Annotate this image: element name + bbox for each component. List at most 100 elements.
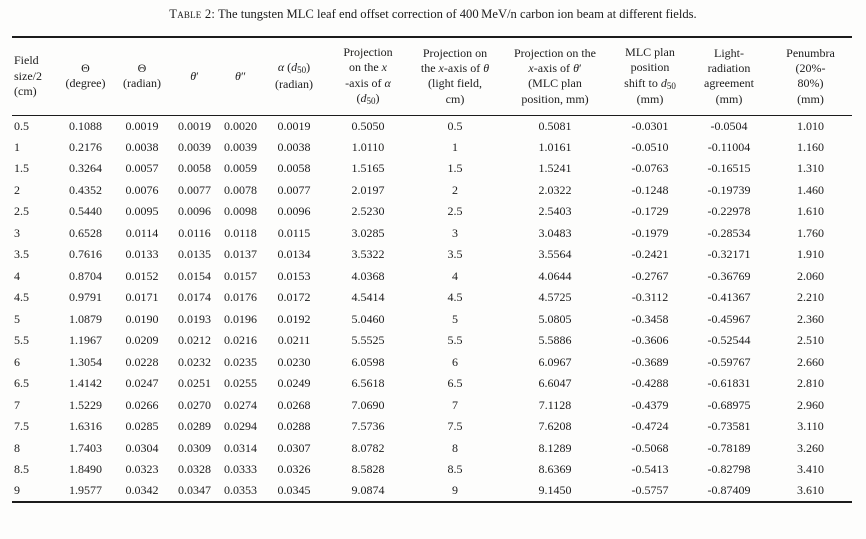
cell-value: 0.0190 <box>125 311 159 326</box>
cell-value: 9.0874 <box>351 483 385 498</box>
cell-value: 8.5 <box>447 462 463 477</box>
cell-value: 8.1289 <box>538 440 572 455</box>
cell-value: -0.41367 <box>707 290 751 305</box>
cell-field-size: 2 <box>14 182 20 197</box>
cell-value: 4.0368 <box>351 268 385 283</box>
cell-value: 4.5414 <box>351 290 385 305</box>
cell-value: 3.0285 <box>351 225 385 240</box>
cell-value: 1.9577 <box>69 483 102 498</box>
cell-value: 2.5403 <box>538 204 572 219</box>
cell-value: -0.1979 <box>631 225 669 240</box>
cell-value: 0.0077 <box>178 182 211 197</box>
cell-value: 0.0098 <box>224 204 257 219</box>
cell-value: 0.0058 <box>178 161 211 176</box>
cell-value: 3.110 <box>797 419 824 434</box>
cell-value: 6.0598 <box>351 354 385 369</box>
cell-value: 2.660 <box>797 354 824 369</box>
cell-value: 1.0161 <box>538 139 572 154</box>
cell-value: -0.19739 <box>707 182 751 197</box>
table-caption: Table 2: The tungsten MLC leaf end offse… <box>0 7 866 22</box>
cell-value: 3.5322 <box>351 247 385 262</box>
cell-value: -0.78189 <box>707 440 751 455</box>
table-row: 4 0.8704 0.0152 0.0154 0.0157 0.0153 4.0368 4 4.… <box>12 266 852 288</box>
cell-value: -0.4724 <box>631 419 669 434</box>
cell-value: -0.3112 <box>631 290 669 305</box>
cell-value: 0.0019 <box>125 118 159 133</box>
cell-value: 1.010 <box>797 118 824 133</box>
cell-value: 0.5 <box>447 118 463 133</box>
cell-value: 0.0342 <box>125 483 159 498</box>
cell-value: 0.0328 <box>178 462 211 477</box>
cell-value: -0.0763 <box>631 161 669 176</box>
cell-value: -0.5413 <box>631 462 669 477</box>
cell-value: 0.0347 <box>178 483 211 498</box>
cell-field-size: 1.5 <box>14 161 29 176</box>
table-row: 6.5 1.4142 0.0247 0.0251 0.0255 0.0249 6.5618 6… <box>12 373 852 395</box>
header-projection-alpha: Projection on the x -axis of α (d50) <box>343 44 393 107</box>
cell-value: -0.5757 <box>631 483 669 498</box>
cell-value: 7.1128 <box>538 397 572 412</box>
cell-field-size: 1 <box>14 139 20 154</box>
cell-value: 1 <box>452 139 458 154</box>
cell-value: 5.0460 <box>351 311 385 326</box>
cell-value: 6.5 <box>447 376 463 391</box>
cell-value: 0.0077 <box>277 182 311 197</box>
cell-value: -0.87409 <box>707 483 751 498</box>
cell-value: -0.4288 <box>631 376 669 391</box>
cell-value: 0.0137 <box>224 247 257 262</box>
cell-value: 7.0690 <box>351 397 385 412</box>
cell-value: 0.6528 <box>69 225 102 240</box>
cell-value: 6.5618 <box>351 376 385 391</box>
cell-value: 1.0879 <box>69 311 102 326</box>
cell-value: 5 <box>452 311 458 326</box>
cell-value: 2.060 <box>797 268 824 283</box>
cell-value: 7.6208 <box>538 419 572 434</box>
cell-field-size: 5.5 <box>14 333 29 348</box>
cell-value: 0.7616 <box>69 247 102 262</box>
cell-value: -0.0510 <box>631 139 669 154</box>
cell-value: 0.0285 <box>125 419 159 434</box>
cell-value: 0.0288 <box>277 419 311 434</box>
cell-value: 0.5050 <box>351 118 385 133</box>
table-header-row: Field size/2 (cm) Θ (degree) Θ (radian) θ′ θ… <box>12 37 852 115</box>
cell-value: 0.0039 <box>224 139 257 154</box>
cell-value: 0.0314 <box>224 440 257 455</box>
cell-value: 5.5886 <box>538 333 572 348</box>
cell-value: 0.0096 <box>277 204 311 219</box>
header-mlc-plan-shift: MLC plan position shift to d50 (mm) <box>624 44 676 107</box>
cell-field-size: 4.5 <box>14 290 29 305</box>
cell-value: -0.3458 <box>631 311 669 326</box>
cell-value: 0.0192 <box>277 311 311 326</box>
cell-value: 0.0230 <box>277 354 311 369</box>
cell-value: 0.0096 <box>178 204 211 219</box>
header-theta-prime: θ′ <box>190 68 199 83</box>
cell-value: 0.3264 <box>69 161 102 176</box>
cell-value: -0.36769 <box>707 268 751 283</box>
header-projection-theta-prime-mlc-position: Projection on the x-axis of θ′ (MLC plan po… <box>514 45 596 106</box>
cell-value: 0.2176 <box>69 139 102 154</box>
cell-value: 1.910 <box>797 247 824 262</box>
cell-value: 0.0235 <box>224 354 257 369</box>
cell-value: -0.2421 <box>631 247 669 262</box>
cell-value: 6.0967 <box>538 354 572 369</box>
table-row: 8 1.7403 0.0304 0.0309 0.0314 0.0307 8.0782 8 8.… <box>12 438 852 460</box>
table-row: 7 1.5229 0.0266 0.0270 0.0274 0.0268 7.0690 7 7.… <box>12 395 852 417</box>
cell-value: 0.0116 <box>178 225 211 240</box>
cell-value: 4.0644 <box>538 268 572 283</box>
cell-value: 1.7403 <box>69 440 102 455</box>
cell-value: 2.360 <box>797 311 824 326</box>
cell-value: 0.0353 <box>224 483 257 498</box>
cell-value: -0.0301 <box>631 118 669 133</box>
cell-value: -0.28534 <box>707 225 751 240</box>
cell-value: 3.5 <box>447 247 463 262</box>
cell-value: 0.8704 <box>69 268 102 283</box>
cell-value: -0.68975 <box>707 397 751 412</box>
cell-value: 9 <box>452 483 458 498</box>
cell-value: 0.0268 <box>277 397 311 412</box>
header-theta-degree: Θ (degree) <box>65 60 106 91</box>
cell-value: 0.0196 <box>224 311 257 326</box>
cell-value: -0.11004 <box>707 139 751 154</box>
cell-field-size: 6 <box>14 354 20 369</box>
cell-value: 1.460 <box>797 182 824 197</box>
table-row: 1 0.2176 0.0038 0.0039 0.0039 0.0038 1.0110 1 1.… <box>12 137 852 159</box>
